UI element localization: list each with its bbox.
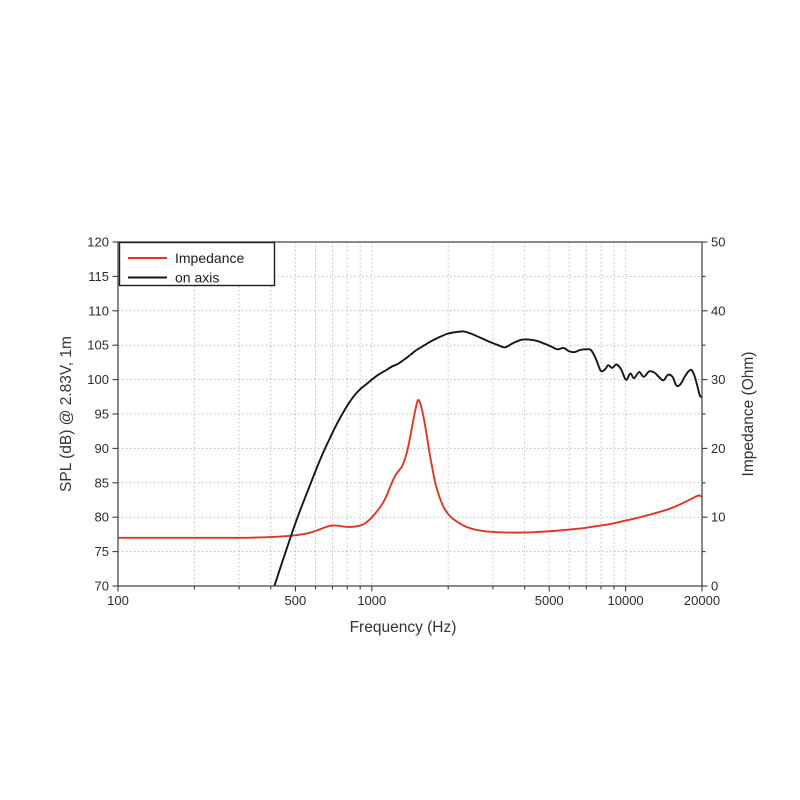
legend: Impedance on axis (118, 241, 276, 287)
x-tick-label: 500 (285, 593, 307, 608)
y-right-tick-label: 0 (711, 579, 718, 594)
y-left-tick-label: 110 (88, 303, 109, 318)
legend-label-impedance: Impedance (175, 250, 244, 266)
y-right-tick-label: 20 (711, 441, 725, 456)
y-right-tick-label: 40 (711, 303, 725, 318)
y-left-tick-label: 95 (95, 407, 109, 422)
curve-on-axis (273, 330, 702, 586)
axis-ticks (112, 241, 708, 592)
y-left-tick-label: 115 (88, 269, 109, 284)
y-left-tick-label: 70 (95, 579, 109, 594)
legend-label-on-axis: on axis (175, 269, 219, 285)
y-right-tick-label: 30 (711, 372, 725, 387)
data-curves (118, 330, 702, 586)
grid-lines (118, 242, 702, 586)
y-left-tick-label: 105 (87, 338, 109, 353)
x-tick-label: 10000 (608, 593, 644, 608)
y-right-tick-label: 10 (711, 510, 725, 525)
y-left-tick-label: 90 (95, 441, 109, 456)
curve-impedance (118, 399, 702, 539)
left-axis-title: SPL (dB) @ 2.83V, 1m (58, 336, 75, 492)
x-tick-label: 5000 (535, 593, 564, 608)
y-right-tick-label: 50 (711, 235, 725, 250)
x-tick-label: 1000 (357, 593, 386, 608)
tick-labels: 100 500 1000 5000 10000 200007075808590951001… (87, 235, 725, 609)
y-left-tick-label: 80 (95, 510, 109, 525)
x-axis-title: Frequency (Hz) (350, 619, 457, 636)
right-axis-title: Impedance (Ohm) (740, 352, 757, 477)
x-tick-label: 100 (107, 593, 129, 608)
y-left-tick-label: 85 (95, 475, 109, 490)
y-left-tick-label: 120 (87, 235, 109, 250)
x-tick-label: 20000 (684, 593, 720, 608)
y-left-tick-label: 75 (95, 544, 109, 559)
y-left-tick-label: 100 (87, 372, 109, 387)
legend-items: Impedance on axis (128, 250, 244, 285)
